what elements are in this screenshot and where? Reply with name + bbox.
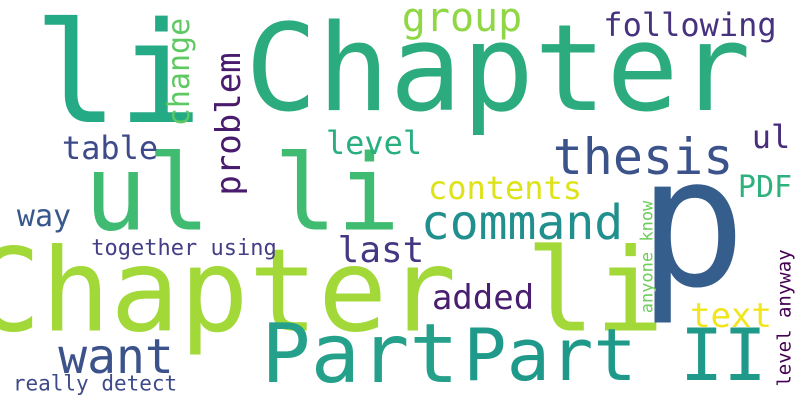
word-contents: contents	[427, 169, 583, 207]
word-want: want	[58, 329, 174, 385]
word-level-anyway: level anyway	[773, 249, 796, 387]
word-text: text	[690, 296, 772, 336]
word-group: group	[401, 0, 523, 41]
word-level: level	[325, 124, 423, 162]
word-part-ii: Part II	[463, 313, 767, 397]
word-part: Part	[261, 307, 459, 400]
word-way: way	[16, 199, 72, 234]
word-together-using: together using	[91, 236, 277, 261]
word-pdf: PDF	[737, 170, 793, 205]
word-chapter-li: Chapter li	[0, 224, 665, 359]
word-chapter-top: Chapter	[245, 0, 751, 139]
word-last: last	[337, 230, 425, 271]
word-command: command	[420, 195, 624, 251]
word-thesis: thesis	[552, 128, 734, 186]
word-really-detect: really detect	[12, 371, 178, 396]
word-ul: ul	[751, 118, 791, 156]
word-added: added	[431, 278, 535, 318]
word-following: following	[603, 6, 777, 44]
word-change: change	[162, 17, 197, 127]
word-li: li	[33, 0, 203, 156]
word-ul-li: ul li	[83, 132, 401, 255]
word-problem: problem	[209, 52, 249, 196]
word-anyone-know: anyone know	[637, 200, 658, 314]
word-table: table	[61, 129, 159, 167]
word-p: p	[637, 119, 747, 328]
